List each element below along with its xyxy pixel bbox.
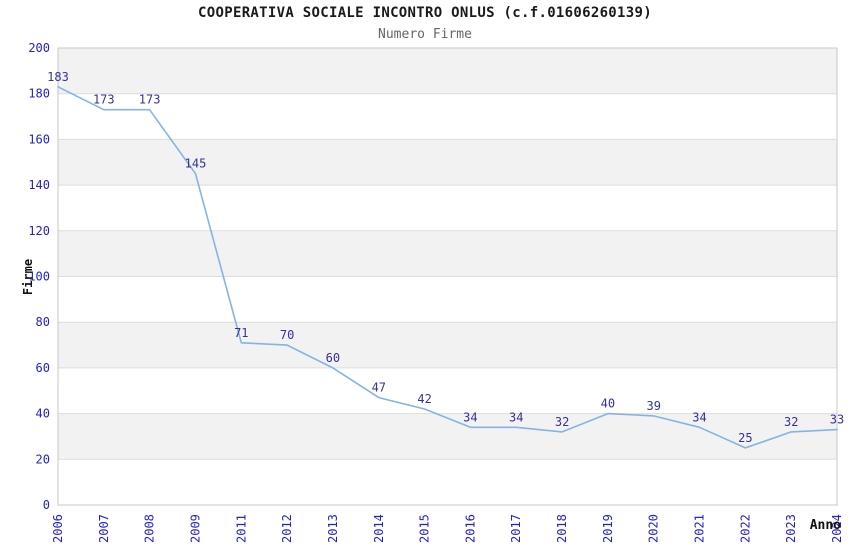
data-label: 34	[692, 410, 706, 424]
data-label: 40	[601, 397, 615, 411]
data-label: 32	[555, 415, 569, 429]
data-label: 34	[463, 410, 477, 424]
y-axis-title: Firme	[21, 258, 35, 296]
x-tick-label: 2012	[280, 514, 294, 543]
data-label: 173	[93, 93, 115, 107]
x-tick-label: 2017	[509, 514, 523, 543]
y-tick-label: 100	[28, 270, 50, 284]
x-tick-label: 2006	[51, 514, 65, 543]
x-tick-label: 2020	[647, 514, 661, 543]
data-label: 183	[47, 70, 69, 84]
data-label: 70	[280, 328, 294, 342]
y-tick-label: 160	[28, 132, 50, 146]
plot-bands	[58, 48, 837, 460]
x-tick-label: 2014	[372, 514, 386, 543]
data-label: 33	[830, 413, 844, 427]
data-label: 39	[646, 399, 660, 413]
plot-border	[57, 47, 838, 506]
y-tick-label: 200	[28, 41, 50, 55]
x-tick-label: 2015	[418, 514, 432, 543]
x-tick-label: 2024	[830, 514, 844, 543]
x-tick-label: 2009	[189, 514, 203, 543]
y-tick-label: 120	[28, 224, 50, 238]
grid-band	[58, 413, 837, 460]
y-tick-label: 40	[36, 407, 50, 421]
x-tick-label: 2016	[463, 514, 477, 543]
data-labels: 183 173 173 145 71 70 60 47 42 34 34 32 40 39 34 25 32 33	[47, 70, 844, 445]
y-tick-label: 80	[36, 315, 50, 329]
data-label: 71	[234, 326, 248, 340]
data-label: 32	[784, 415, 798, 429]
y-tick-label: 20	[36, 452, 50, 466]
x-tick-label: 2018	[555, 514, 569, 543]
x-tick-labels: 2006 2007 2008 2009 2011 2012 2013 2014 2015 2016…	[51, 514, 844, 543]
data-line	[57, 86, 838, 449]
x-tick-label: 2007	[97, 514, 111, 543]
y-tick-labels: 0 20 40 60 80 100 120 140 160 180 200	[28, 41, 50, 512]
data-label: 25	[738, 431, 752, 445]
y-tick-label: 140	[28, 178, 50, 192]
data-label: 42	[417, 392, 431, 406]
chart-title: COOPERATIVA SOCIALE INCONTRO ONLUS (c.f.…	[198, 5, 652, 21]
data-label: 34	[509, 410, 523, 424]
y-tick-label: 0	[43, 498, 50, 512]
y-tick-label: 180	[28, 87, 50, 101]
grid-band	[58, 322, 837, 368]
grid-band	[58, 230, 837, 277]
data-label: 173	[139, 93, 161, 107]
grid-band	[58, 48, 837, 94]
data-label: 47	[372, 381, 386, 395]
x-tick-label: 2013	[326, 514, 340, 543]
x-tick-label: 2021	[693, 514, 707, 543]
x-tick-label: 2011	[234, 514, 248, 543]
x-axis-title: Anno	[809, 518, 841, 533]
y-tick-label: 60	[36, 361, 50, 375]
x-tick-label: 2019	[601, 514, 615, 543]
x-tick-label: 2023	[784, 514, 798, 543]
data-label: 60	[326, 351, 340, 365]
data-label: 145	[185, 157, 207, 171]
chart-subtitle: Numero Firme	[378, 27, 472, 42]
x-tick-label: 2022	[738, 514, 752, 543]
x-tick-label: 2008	[143, 514, 157, 543]
